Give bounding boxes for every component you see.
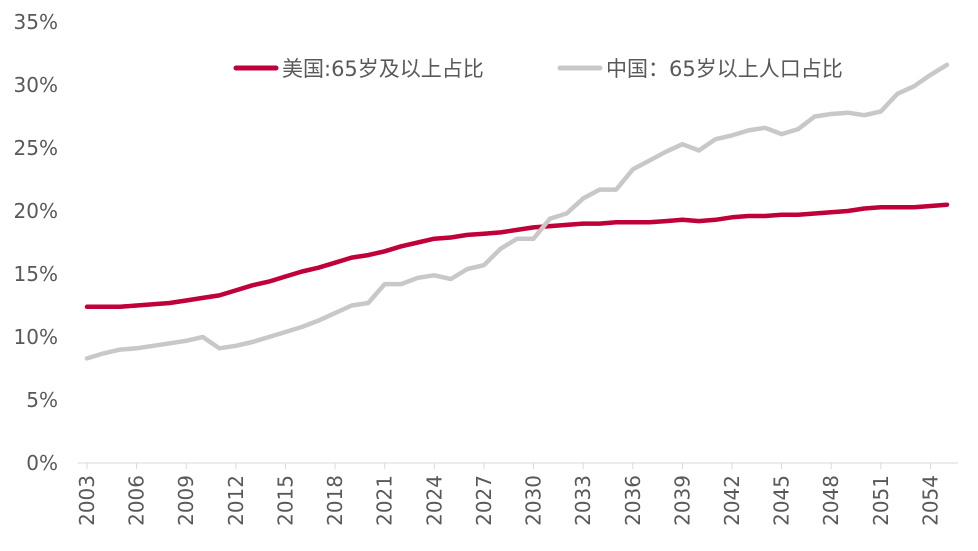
series-line-china <box>84 62 950 361</box>
y-tick-label: 5% <box>26 388 58 412</box>
legend-item-china: 中国：65岁以上人口占比 <box>557 57 843 81</box>
x-axis-tick-labels: 2003 2006 2009 2012 2015 2018 2021 2024 2027 2030… <box>75 475 942 526</box>
y-tick-label: 10% <box>14 325 58 349</box>
x-tick-label: 2036 <box>621 475 645 526</box>
x-tick-label: 2024 <box>422 475 446 526</box>
series-lines <box>84 62 950 361</box>
x-axis-ticks <box>86 463 931 469</box>
y-tick-label: 0% <box>26 451 58 475</box>
x-tick-label: 2003 <box>75 475 99 526</box>
legend-item-us: 美国:65岁及以上占比 <box>233 57 484 81</box>
legend-label-china: 中国：65岁以上人口占比 <box>606 57 843 81</box>
x-tick-label: 2015 <box>273 475 297 526</box>
x-tick-label: 2039 <box>670 475 694 526</box>
x-tick-label: 2012 <box>224 475 248 526</box>
y-tick-label: 30% <box>14 73 58 97</box>
legend: 美国:65岁及以上占比 中国：65岁以上人口占比 <box>233 57 843 81</box>
x-tick-label: 2030 <box>522 475 546 526</box>
y-axis-tick-labels: 0% 5% 10% 15% 20% 25% 30% 35% <box>14 10 58 475</box>
series-line-us <box>84 202 950 310</box>
y-tick-label: 25% <box>14 136 58 160</box>
x-tick-label: 2045 <box>770 475 794 526</box>
y-tick-label: 15% <box>14 262 58 286</box>
x-tick-label: 2021 <box>373 475 397 526</box>
x-tick-label: 2042 <box>720 475 744 526</box>
x-tick-label: 2018 <box>323 475 347 526</box>
x-tick-label: 2009 <box>174 475 198 526</box>
legend-label-us: 美国:65岁及以上占比 <box>282 57 484 81</box>
x-tick-label: 2027 <box>472 475 496 526</box>
y-tick-label: 35% <box>14 10 58 34</box>
x-tick-label: 2006 <box>125 475 149 526</box>
x-tick-label: 2048 <box>819 475 843 526</box>
y-tick-label: 20% <box>14 199 58 223</box>
x-tick-label: 2054 <box>918 475 942 526</box>
x-tick-label: 2033 <box>571 475 595 526</box>
x-tick-label: 2051 <box>869 475 893 526</box>
